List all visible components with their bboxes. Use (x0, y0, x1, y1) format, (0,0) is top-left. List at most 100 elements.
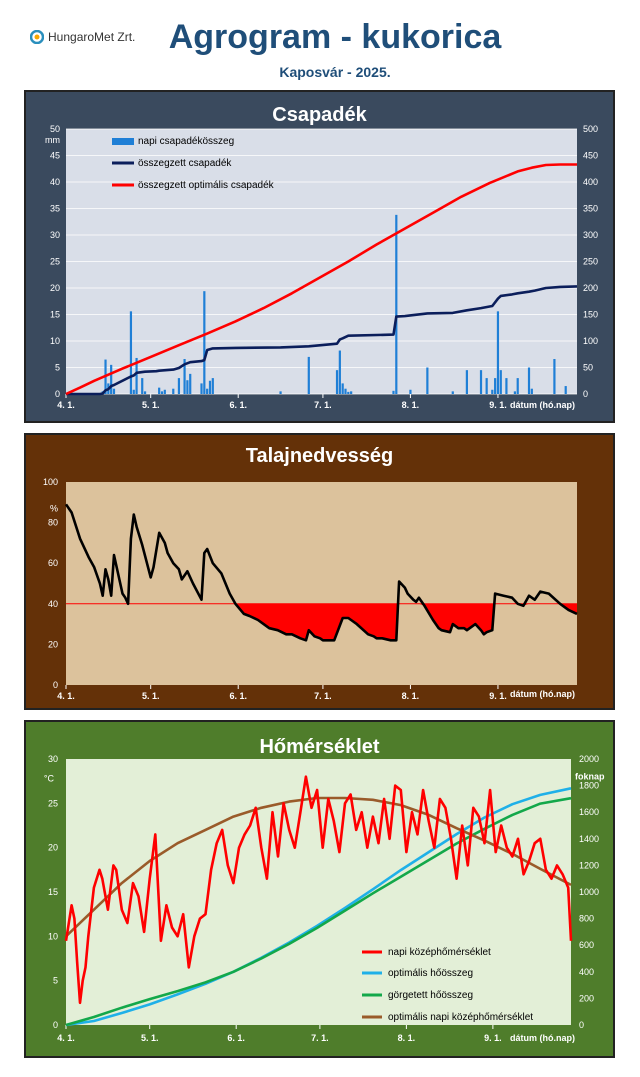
series-line (64, 775, 573, 1005)
precip-bar (200, 383, 203, 394)
y-tick-label-left: 20 (50, 283, 60, 293)
y-tick-label-right: 50 (583, 363, 593, 373)
y-unit-label: mm (45, 135, 60, 145)
y-tick-label-right: 800 (579, 914, 594, 924)
x-axis-label: dátum (hó.nap) (510, 1033, 575, 1043)
x-tick-label: 6. 1. (227, 1033, 245, 1043)
precip-bar (395, 214, 398, 394)
precip-bar (344, 388, 347, 394)
y-tick-label-left: 0 (53, 1020, 58, 1030)
y-tick-label-right: 0 (579, 1020, 584, 1030)
precipitation-panel: Csapadék 0 5 10 15 20 25 30 35 40 45 50 0 50 100 150 20… (24, 90, 615, 423)
y-tick-label-right: 350 (583, 204, 598, 214)
precip-bar (112, 388, 116, 394)
x-tick-label: 4. 1. (57, 400, 75, 410)
y-tick-label-right: 450 (583, 151, 598, 161)
y-tick-label-right: 1200 (579, 860, 599, 870)
x-tick-label: 8. 1. (402, 400, 420, 410)
precip-bar (347, 391, 350, 394)
y-tick-label-right: 600 (579, 940, 594, 950)
y-tick-label-right: 100 (583, 336, 598, 346)
precip-bar (350, 391, 353, 394)
y-tick-label-right: 250 (583, 257, 598, 267)
x-tick-label: 5. 1. (142, 400, 160, 410)
temperature-chart: 0 5 10 15 20 25 30 0 200 400 600 800 1000 1200 1400 160… (44, 754, 605, 1043)
precip-bar (206, 388, 209, 394)
y-tick-label-left: 20 (48, 843, 58, 853)
x-tick-label: 7. 1. (314, 400, 332, 410)
precip-bar (451, 391, 454, 394)
legend-label: összegzett optimális csapadék (138, 180, 275, 191)
series-line (65, 796, 572, 1027)
hungaromet-logo-icon (30, 30, 44, 44)
x-tick-label: 9. 1. (489, 691, 507, 701)
series-line (66, 285, 578, 396)
precipitation-title: Csapadék (272, 104, 367, 126)
legend-label: összegzett csapadék (138, 158, 232, 169)
y-tick-label-right: 1000 (579, 887, 599, 897)
temperature-panel: Hőmérséklet 0 5 10 15 20 25 30 0 200 400 600 800 100… (24, 720, 615, 1058)
legend-label: napi csapadékösszeg (138, 136, 234, 147)
soil-moisture-title: Talajnedvesség (245, 445, 394, 467)
legend-swatch-bar (112, 138, 134, 145)
y-tick-label-left: 10 (50, 336, 60, 346)
y-tick-label-right: 200 (583, 283, 598, 293)
precip-bar (465, 370, 468, 394)
precip-bar (143, 391, 147, 394)
x-tick-label: 6. 1. (229, 691, 247, 701)
precip-bar (513, 391, 516, 394)
precip-bar (279, 391, 282, 394)
y-tick-label-left: 25 (48, 798, 58, 808)
series-line (65, 787, 572, 1027)
y-tick-label-right: 1600 (579, 807, 599, 817)
y-tick-label-right: 2000 (579, 754, 599, 764)
y-tick-label-left: 5 (53, 976, 58, 986)
precip-bar (208, 380, 212, 394)
precip-bar (485, 378, 488, 394)
precip-bar (160, 391, 164, 394)
y-tick-label: 80 (48, 518, 58, 528)
precip-bar (172, 388, 175, 394)
precip-bar (553, 359, 556, 394)
precip-bar (338, 350, 341, 394)
precip-bar (183, 359, 186, 394)
legend-label: optimális napi középhőmérséklet (388, 1012, 533, 1023)
y-tick-label-left: 15 (50, 310, 60, 320)
precip-bar (409, 389, 412, 394)
logo-text: HungaroMet Zrt. (48, 30, 136, 44)
plot-area (66, 482, 577, 685)
precip-bar (479, 370, 483, 394)
y-tick-label-left: 25 (50, 257, 60, 267)
y-tick-label-right: 1800 (579, 781, 599, 791)
y-tick-label: 0 (53, 680, 58, 690)
x-tick-label: 4. 1. (57, 1033, 75, 1043)
y-tick-label-left: 0 (55, 389, 60, 399)
precip-bar (129, 311, 133, 394)
temperature-title: Hőmérséklet (259, 736, 380, 758)
y-tick-label: 60 (48, 558, 58, 568)
y-tick-label-right: 150 (583, 310, 598, 320)
y-tick-label-right: 0 (583, 389, 588, 399)
precip-bar (496, 311, 500, 394)
x-tick-label: 9. 1. (484, 1033, 502, 1043)
precip-bar (158, 387, 161, 394)
soil-moisture-chart: 0 20 40 60 80 100% 4. 1. 5. 1. 6. 1. 7. 1. 8. 1. 9.… (43, 477, 578, 701)
y-tick-label-left: 30 (48, 754, 58, 764)
y-tick-label-left: 5 (55, 363, 60, 373)
x-tick-label: 7. 1. (311, 1033, 329, 1043)
y-tick-label-right: 300 (583, 230, 598, 240)
precip-bar (189, 373, 192, 394)
y-tick-label-left: 40 (50, 177, 60, 187)
x-tick-label: 5. 1. (142, 691, 160, 701)
x-tick-label: 8. 1. (398, 1033, 416, 1043)
soil-moisture-panel: Talajnedvesség 0 20 40 60 80 100% 4. 1. 5. 1. 6.… (24, 433, 615, 710)
precip-bar (110, 364, 113, 394)
x-tick-label: 6. 1. (229, 400, 247, 410)
y-tick-label-right: 400 (579, 967, 594, 977)
precip-bar (341, 383, 344, 394)
precip-bar (530, 388, 533, 394)
y-tick-label-right: 500 (583, 124, 598, 134)
y-unit-label-right: foknap (575, 771, 605, 781)
y-tick-label-right: 400 (583, 177, 598, 187)
legend-label: optimális hőösszeg (388, 968, 473, 979)
